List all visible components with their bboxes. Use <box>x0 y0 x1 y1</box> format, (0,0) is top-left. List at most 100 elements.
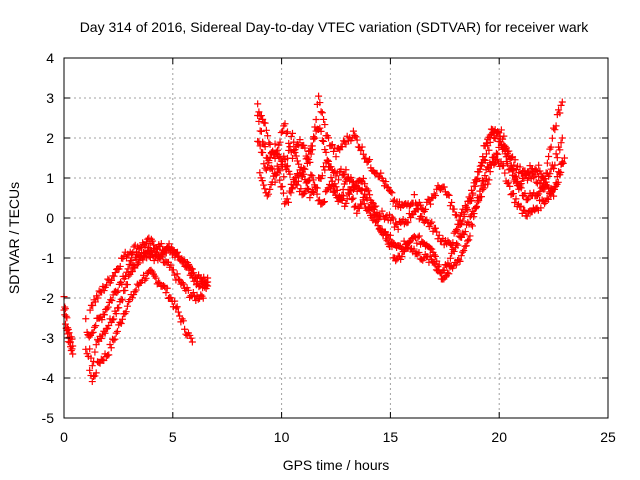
data-point <box>283 195 291 203</box>
data-point <box>259 149 267 157</box>
data-point <box>276 176 284 184</box>
data-point <box>461 202 469 210</box>
y-tick-label: 0 <box>46 210 54 226</box>
data-point <box>511 172 519 180</box>
data-point <box>91 298 99 306</box>
data-point <box>471 204 479 212</box>
data-point <box>307 150 315 158</box>
data-point <box>171 297 179 305</box>
data-point <box>328 181 336 189</box>
data-point <box>361 190 369 198</box>
data-point <box>118 296 126 304</box>
data-point <box>271 154 279 162</box>
data-point <box>376 226 384 234</box>
data-point <box>318 137 326 145</box>
data-point <box>255 117 263 125</box>
data-point <box>274 150 282 158</box>
data-point <box>452 261 460 269</box>
data-point <box>373 217 381 225</box>
data-point <box>386 231 394 239</box>
data-point <box>410 191 418 199</box>
data-point <box>478 176 486 184</box>
y-tick-label: -4 <box>42 370 55 386</box>
data-point <box>350 203 358 211</box>
data-point <box>377 169 385 177</box>
data-point <box>267 164 275 172</box>
data-point <box>111 269 119 277</box>
data-point <box>415 232 423 240</box>
data-point <box>342 166 350 174</box>
data-point <box>117 278 125 286</box>
data-point <box>424 195 432 203</box>
data-point <box>445 270 453 278</box>
data-point <box>375 225 383 233</box>
data-point <box>94 294 102 302</box>
data-point <box>114 287 122 295</box>
data-point <box>261 119 269 127</box>
data-point <box>194 295 202 303</box>
data-point <box>466 195 474 203</box>
data-point <box>364 206 372 214</box>
data-point <box>479 153 487 161</box>
y-tick-label: 3 <box>46 90 54 106</box>
data-point <box>476 162 484 170</box>
data-point <box>321 166 329 174</box>
data-point <box>86 306 94 314</box>
data-point <box>552 122 560 130</box>
data-point <box>111 335 119 343</box>
data-point <box>115 304 123 312</box>
data-point <box>125 260 133 268</box>
data-point <box>187 270 195 278</box>
data-point <box>368 199 376 207</box>
data-point <box>319 198 327 206</box>
data-point <box>430 251 438 259</box>
data-point <box>138 249 146 257</box>
data-point <box>112 310 120 318</box>
data-point <box>414 233 422 241</box>
data-point <box>338 143 346 151</box>
data-point <box>293 181 301 189</box>
data-point <box>317 108 325 116</box>
data-point <box>157 240 165 248</box>
data-point <box>372 202 380 210</box>
data-point <box>470 213 478 221</box>
data-point <box>264 132 272 140</box>
data-point <box>334 197 342 205</box>
data-point <box>364 187 372 195</box>
data-point <box>398 253 406 261</box>
data-point <box>392 257 400 265</box>
data-point <box>293 157 301 165</box>
data-point <box>378 207 386 215</box>
data-point <box>287 189 295 197</box>
data-point <box>117 319 125 327</box>
data-point <box>516 183 524 191</box>
data-point <box>184 262 192 270</box>
data-point <box>291 149 299 157</box>
data-point <box>312 116 320 124</box>
x-tick-label: 15 <box>383 429 399 445</box>
data-point <box>279 127 287 135</box>
data-point <box>288 129 296 137</box>
data-point <box>68 335 76 343</box>
data-point <box>427 200 435 208</box>
data-point <box>444 269 452 277</box>
data-point <box>90 357 98 365</box>
data-point <box>517 180 525 188</box>
data-point <box>388 213 396 221</box>
data-point <box>184 286 192 294</box>
data-point <box>297 185 305 193</box>
data-point <box>547 191 555 199</box>
data-point <box>446 254 454 262</box>
data-point <box>357 147 365 155</box>
data-point <box>363 185 371 193</box>
data-point <box>514 177 522 185</box>
data-point <box>352 133 360 141</box>
data-point <box>325 157 333 165</box>
data-point <box>431 261 439 269</box>
data-point <box>543 194 551 202</box>
data-point <box>116 262 124 270</box>
data-point <box>313 190 321 198</box>
data-point <box>118 280 126 288</box>
y-axis-ticks: -5 -4 -3 -2 -1 0 1 2 3 4 <box>42 50 608 426</box>
data-point <box>415 248 423 256</box>
